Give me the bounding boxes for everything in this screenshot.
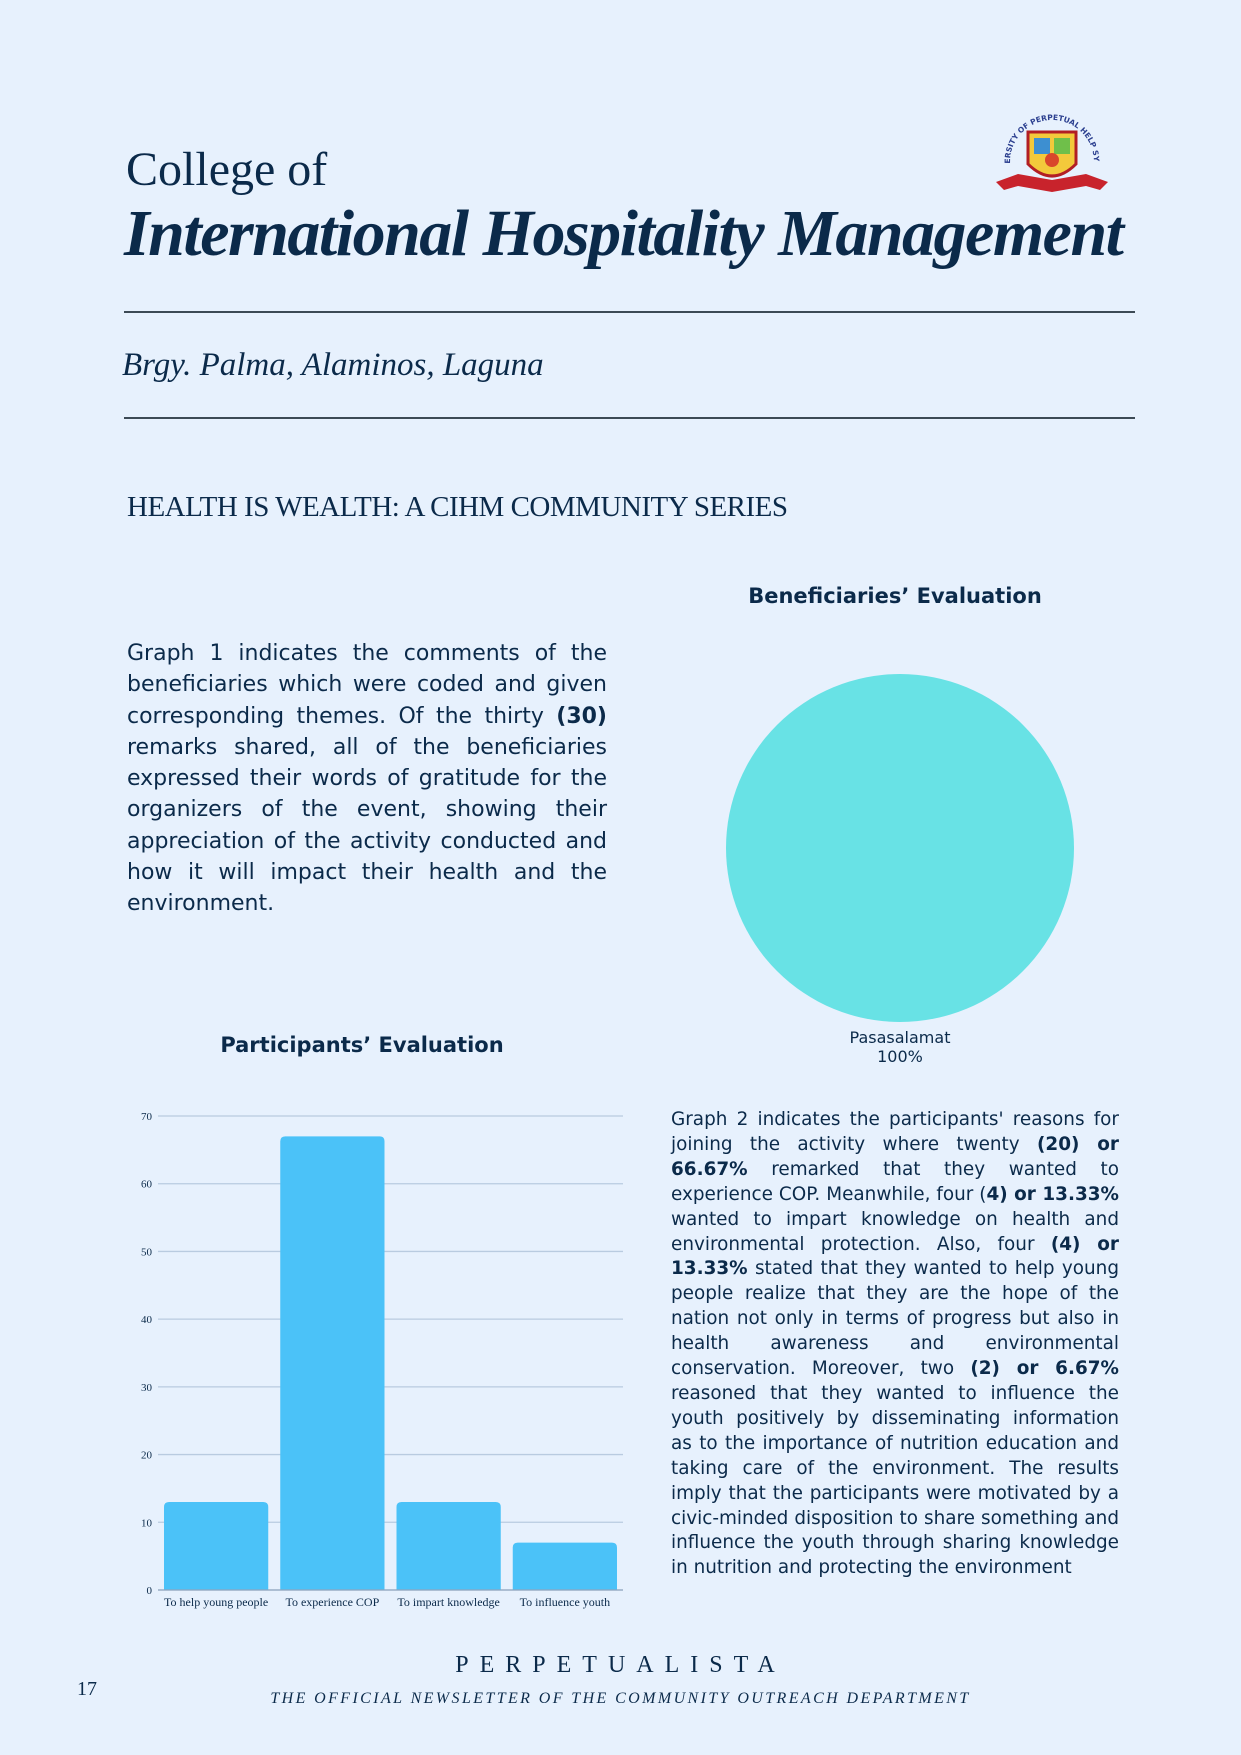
bar <box>280 1136 385 1590</box>
series-title: HEALTH IS WEALTH: A CIHM COMMUNITY SERIE… <box>127 491 788 523</box>
pie-slice <box>726 674 1074 1022</box>
graph2-bold-stat: (4) or 13.33% <box>671 1233 1119 1280</box>
y-tick-label: 0 <box>147 1585 153 1597</box>
graph2-paragraph: Graph 2 indicates the participants' reas… <box>671 1108 1119 1581</box>
y-tick-label: 70 <box>141 1111 153 1123</box>
y-tick-label: 60 <box>141 1179 153 1191</box>
graph2-text-part: stated that they wanted to help young pe… <box>671 1258 1119 1380</box>
graph2-bold-stat: (2) or 6.67% <box>970 1358 1119 1380</box>
bar-chart-title: Participants’ Evaluation <box>220 1033 504 1057</box>
bar <box>512 1542 617 1590</box>
y-tick-label: 20 <box>141 1450 153 1462</box>
header-divider-top <box>124 311 1135 313</box>
x-tick-label: To impart knowledge <box>397 1595 499 1609</box>
graph2-text-part: wanted to impart knowledge on health and… <box>671 1208 1119 1255</box>
college-name-title: International Hospitality Management <box>124 197 1124 270</box>
pie-chart <box>726 674 1074 1022</box>
graph1-paragraph: Graph 1 indicates the comments of the be… <box>127 638 607 920</box>
pie-slice-category: Pasasalamat <box>849 1028 951 1047</box>
university-seal-logo: UNIVERSITY OF PERPETUAL HELP SYSTEM <box>988 102 1108 192</box>
college-of-label: College of <box>126 143 328 196</box>
x-tick-label: To influence youth <box>520 1595 610 1609</box>
x-tick-label: To experience COP <box>285 1595 379 1609</box>
pie-slice-label: Pasasalamat 100% <box>790 1028 1010 1066</box>
header-divider-bottom <box>124 417 1135 419</box>
newsletter-subtitle: THE OFFICIAL NEWSLETTER OF THE COMMUNITY… <box>270 1690 971 1707</box>
location-line: Brgy. Palma, Alaminos, Laguna <box>122 347 544 383</box>
bar <box>164 1501 269 1590</box>
graph2-text-part: reasoned that they wanted to influence t… <box>671 1382 1119 1579</box>
page-number: 17 <box>77 1678 97 1700</box>
y-tick-label: 30 <box>141 1382 153 1394</box>
graph1-bold-count: (30) <box>556 703 607 729</box>
graph2-text-part: remarked that they wanted to experience … <box>671 1158 1119 1205</box>
newsletter-name: PERPETUALISTA <box>455 1652 786 1678</box>
graph1-text-part: remarks shared, all of the beneficiaries… <box>127 734 607 917</box>
graph2-bold-stat: (20) or 66.67% <box>671 1133 1119 1180</box>
bar-chart: 0 10 20 30 40 50 60 70 To help young people To ex… <box>141 1111 623 1609</box>
pie-chart-title: Beneficiaries’ Evaluation <box>748 584 1042 608</box>
graph2-text-part: Graph 2 indicates the participants' reas… <box>671 1109 1119 1155</box>
graph2-bold-stat: 4) or 13.33% <box>986 1183 1119 1205</box>
bar <box>396 1501 501 1590</box>
y-tick-label: 40 <box>141 1314 153 1326</box>
graph1-text-part: Graph 1 indicates the comments of the be… <box>127 641 607 729</box>
x-tick-label: To help young people <box>164 1595 268 1609</box>
y-tick-label: 50 <box>141 1246 153 1258</box>
y-tick-label: 10 <box>141 1517 153 1529</box>
pie-slice-value: 100% <box>877 1047 923 1066</box>
